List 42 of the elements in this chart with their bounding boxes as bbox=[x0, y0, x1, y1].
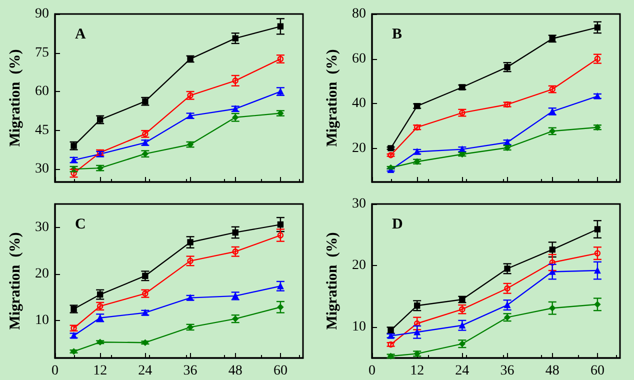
x-tick-label: 48 bbox=[228, 364, 242, 378]
y-tick-label: 10 bbox=[352, 320, 366, 335]
x-tick-label: 12 bbox=[93, 364, 108, 378]
y-tick-label: 90 bbox=[35, 6, 49, 22]
point bbox=[414, 320, 420, 327]
y-tick-label: 30 bbox=[35, 220, 49, 235]
x-tick-label: 36 bbox=[500, 364, 514, 378]
text: B bbox=[392, 26, 402, 42]
x-tick-label: 0 bbox=[368, 364, 376, 378]
y-axis-title: Migration (%) bbox=[324, 49, 340, 147]
y-axis-title: Migration (%) bbox=[8, 232, 24, 330]
y-tick-label: 60 bbox=[35, 84, 49, 100]
point bbox=[187, 258, 194, 264]
x-tick-label: 0 bbox=[52, 364, 58, 378]
text: A bbox=[75, 26, 86, 42]
y-tick-label: 30 bbox=[352, 196, 366, 212]
y-tick-label: 20 bbox=[352, 140, 366, 156]
x-tick-label: 60 bbox=[273, 364, 288, 378]
x-tick-label: 60 bbox=[590, 364, 604, 378]
x-tick-label: 48 bbox=[545, 364, 560, 378]
point bbox=[504, 285, 510, 292]
point bbox=[459, 306, 466, 312]
y-tick-label: 45 bbox=[35, 122, 49, 138]
point bbox=[232, 78, 238, 84]
text: C bbox=[75, 216, 86, 232]
y-tick-label: 20 bbox=[35, 266, 49, 282]
text: D bbox=[392, 216, 403, 232]
point bbox=[232, 248, 238, 255]
x-tick-label: 24 bbox=[455, 364, 470, 378]
y-axis-title: Migration (%) bbox=[8, 49, 24, 147]
x-tick-label: 24 bbox=[138, 364, 152, 378]
y-tick-label: 75 bbox=[35, 45, 49, 60]
y-tick-label: 30 bbox=[35, 162, 49, 177]
y-tick-label: 80 bbox=[352, 6, 366, 22]
point bbox=[549, 259, 556, 266]
x-tick-label: 36 bbox=[183, 364, 198, 378]
y-tick-label: 20 bbox=[352, 258, 366, 274]
y-axis-title: Migration (%) bbox=[324, 232, 340, 330]
y-tick-label: 40 bbox=[352, 96, 366, 112]
y-tick-label: 60 bbox=[352, 51, 366, 66]
y-tick-label: 10 bbox=[35, 313, 49, 328]
x-tick-label: 12 bbox=[410, 364, 424, 378]
